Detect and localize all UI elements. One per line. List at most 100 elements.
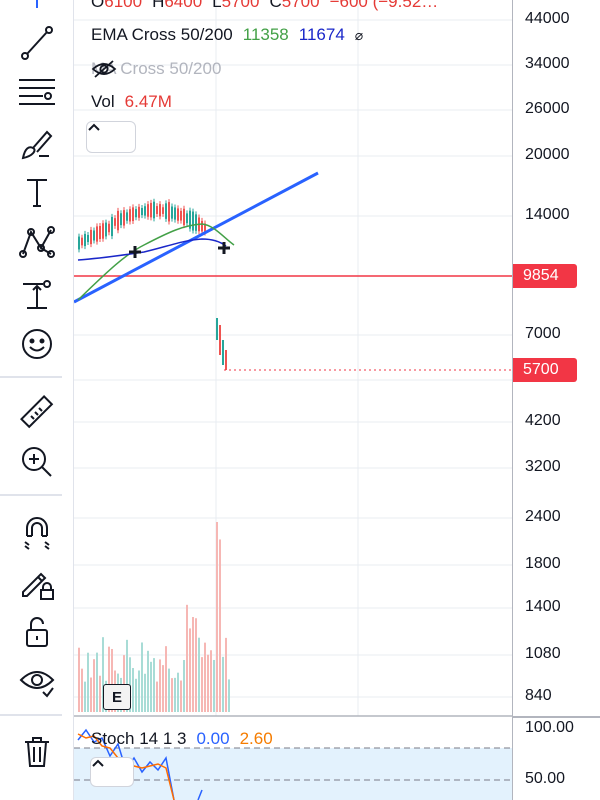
last-price-tag[interactable]: 5700 <box>513 358 577 382</box>
volume-bar <box>168 668 170 712</box>
low-label: L <box>212 0 222 11</box>
candle <box>216 318 218 340</box>
volume-bar <box>153 658 155 712</box>
brush-tool[interactable] <box>12 122 62 166</box>
ruler-icon <box>20 395 54 429</box>
grid <box>74 0 512 716</box>
ma-cross-legend[interactable]: MA Cross 50/200 <box>91 59 221 79</box>
eye-icon <box>19 671 55 698</box>
text-icon <box>27 179 47 207</box>
ema-fast-value: 11358 <box>242 25 289 44</box>
hide-drawings-tool[interactable] <box>12 660 62 704</box>
cross-marker <box>218 242 230 254</box>
text-tool[interactable] <box>12 170 62 214</box>
chart-pane[interactable]: O6100 H6400 L5700 C5700 −600 (−9.52… EMA… <box>74 0 600 800</box>
events-button[interactable]: E <box>103 684 131 710</box>
price-tick: 26000 <box>525 100 570 117</box>
change-value: −600 (−9.52… <box>329 0 439 11</box>
candle <box>225 350 227 370</box>
volume-bar <box>156 681 158 712</box>
volume-bar <box>108 646 110 712</box>
magnet-tool[interactable] <box>12 512 62 556</box>
price-tag-9854[interactable]: 9854 <box>513 264 577 288</box>
price-tick: 1800 <box>525 555 561 572</box>
lock-drawing-tool[interactable] <box>12 560 62 604</box>
volume-bar <box>84 681 86 712</box>
volume-bar <box>102 637 104 712</box>
volume-bar <box>99 675 101 712</box>
collapse-stoch-button[interactable] <box>90 757 134 787</box>
emoji-tool[interactable] <box>12 322 62 366</box>
trash-icon <box>25 737 49 767</box>
forecast-tool[interactable] <box>12 272 62 316</box>
close-label: C <box>269 0 282 11</box>
stoch-legend[interactable]: Stoch 14 1 3 0.00 2.60 <box>91 729 273 749</box>
pattern-tool[interactable] <box>12 220 62 264</box>
volume-bar <box>183 660 185 712</box>
volume-bar <box>165 646 167 712</box>
ohlc-legend: O6100 H6400 L5700 C5700 −600 (−9.52… <box>91 0 438 12</box>
volume-bar <box>144 673 146 712</box>
volume-bar <box>198 637 200 712</box>
fib-retracement-tool[interactable] <box>12 70 62 114</box>
volume-bar <box>81 668 83 712</box>
volume-bar <box>150 661 152 712</box>
open-value: 6100 <box>104 0 143 11</box>
zoom-tool[interactable] <box>12 440 62 484</box>
chevron-up-icon <box>92 759 104 767</box>
collapse-legend-button[interactable] <box>86 121 136 153</box>
cursor-tool[interactable] <box>12 0 62 22</box>
volume-bar <box>126 639 128 712</box>
volume-bar <box>228 679 230 712</box>
volume-bar <box>204 642 206 712</box>
fib-lines-icon <box>19 79 55 105</box>
volume-legend[interactable]: Vol 6.47M <box>91 92 172 112</box>
toolbar-divider <box>0 494 62 496</box>
volume-bar <box>93 659 95 712</box>
price-tick: 840 <box>525 687 552 704</box>
volume-bar <box>195 618 197 712</box>
toolbar-divider <box>0 714 62 716</box>
price-chart[interactable] <box>74 0 512 800</box>
price-tick: 4200 <box>525 412 561 429</box>
volume-bar <box>219 539 221 712</box>
volume-bar <box>192 617 194 712</box>
volume-bar <box>216 522 218 712</box>
trend-line-drawing[interactable] <box>74 171 319 304</box>
ema-cross-label: EMA Cross 50/200 <box>91 25 233 44</box>
price-axis[interactable]: 44000 34000 26000 20000 14000 9854 7000 … <box>512 0 600 800</box>
ema-cross-legend[interactable]: EMA Cross 50/200 11358 11674 ⌀ <box>91 25 363 45</box>
volume-bar <box>174 677 176 712</box>
volume-bar <box>162 665 164 712</box>
stoch-d-value: 2.60 <box>239 729 273 748</box>
cursor-icon <box>36 0 38 8</box>
lock-all-tool[interactable] <box>12 610 62 654</box>
stoch-tick: 100.00 <box>525 719 574 736</box>
stoch-tick: 50.00 <box>525 770 566 787</box>
no-sign-icon[interactable]: ⌀ <box>354 26 364 43</box>
volume-bar <box>135 678 137 712</box>
brush-icon <box>21 130 53 160</box>
price-tick: 1080 <box>525 645 561 662</box>
volume-bar <box>201 657 203 712</box>
chevron-up-icon <box>88 123 100 131</box>
volume-bar <box>210 650 212 712</box>
trend-line-icon <box>21 26 53 60</box>
volume-bar <box>177 672 179 712</box>
volume-value: 6.47M <box>124 92 172 111</box>
volume-bar <box>96 652 98 712</box>
ruler-tool[interactable] <box>12 390 62 434</box>
candlesticks <box>78 198 227 370</box>
trend-line-tool[interactable] <box>12 20 62 64</box>
candle <box>222 340 224 365</box>
eye-crossed-icon[interactable] <box>91 59 117 79</box>
candle <box>219 325 221 355</box>
volume-bar <box>171 678 173 712</box>
volume-bar <box>138 670 140 712</box>
volume-bar <box>207 654 209 712</box>
price-tick: 20000 <box>525 146 570 163</box>
magnet-icon <box>24 517 50 550</box>
ma-cross-label: MA Cross 50/200 <box>91 59 222 78</box>
high-label: H <box>152 0 165 11</box>
remove-drawings-tool[interactable] <box>12 730 62 774</box>
